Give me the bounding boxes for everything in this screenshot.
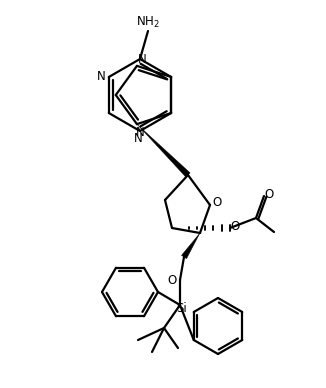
- Text: Si: Si: [177, 301, 187, 315]
- Text: N: N: [134, 132, 142, 144]
- Polygon shape: [137, 124, 190, 177]
- Polygon shape: [182, 233, 200, 259]
- Text: O: O: [212, 196, 222, 210]
- Text: N: N: [96, 71, 105, 83]
- Text: O: O: [230, 220, 240, 232]
- Text: O: O: [264, 187, 274, 201]
- Text: N: N: [136, 126, 144, 139]
- Text: N: N: [138, 54, 146, 66]
- Text: O: O: [167, 274, 177, 288]
- Text: NH$_2$: NH$_2$: [136, 14, 160, 29]
